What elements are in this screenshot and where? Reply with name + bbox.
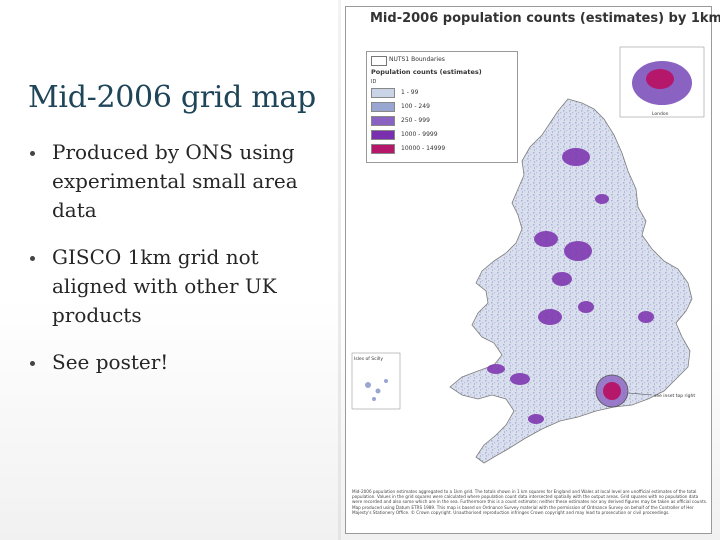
legend-label: 100 - 249: [401, 103, 430, 110]
legend-label: 1000 - 9999: [401, 131, 438, 138]
legend-label: 10000 - 14999: [401, 145, 446, 152]
nuts1-boundary-label: NUTS1 Boundaries: [389, 56, 445, 63]
isles-of-scilly-inset: Isles of Scilly: [351, 352, 401, 410]
legend-label: 1 - 99: [401, 89, 419, 96]
legend-swatch: [371, 102, 395, 112]
map-legend: NUTS1 Boundaries Population counts (esti…: [366, 51, 518, 163]
legend-row: 10000 - 14999: [371, 144, 511, 155]
legend-label: 250 - 999: [401, 117, 430, 124]
poster-title: Mid-2006 population counts (estimates) b…: [370, 11, 720, 26]
legend-swatch: [371, 144, 395, 154]
legend-row: 1 - 99: [371, 88, 511, 99]
slide-title: Mid-2006 grid map: [28, 80, 316, 115]
bullet-text: See poster!: [52, 350, 169, 374]
bullet-item: GISCO 1km grid not aligned with other UK…: [28, 243, 328, 330]
bullet-text: Produced by ONS using experimental small…: [52, 140, 298, 222]
legend-unit: ID: [371, 79, 377, 85]
see-inset-label: see inset top right: [654, 393, 695, 399]
legend-row: 100 - 249: [371, 102, 511, 113]
nuts1-boundary-swatch: [371, 56, 387, 66]
bullet-dot-icon: [30, 151, 35, 156]
bullet-dot-icon: [30, 361, 35, 366]
bullet-item: See poster!: [28, 348, 328, 377]
london-inset: London: [619, 46, 705, 118]
urban-clusters: [487, 148, 654, 424]
poster-footnote: Mid-2006 population estimates aggregated…: [352, 489, 708, 515]
london-cluster: [595, 374, 653, 408]
bullet-list: Produced by ONS using experimental small…: [28, 138, 328, 395]
legend-swatch: [371, 88, 395, 98]
legend-heading: Population counts (estimates): [371, 68, 482, 76]
bullet-text: GISCO 1km grid not aligned with other UK…: [52, 245, 277, 327]
isles-of-scilly-label: Isles of Scilly: [354, 356, 383, 362]
slide-divider: [338, 0, 341, 540]
england-wales-map: see inset top right London Isles of Scil…: [351, 46, 705, 464]
legend-swatch: [371, 130, 395, 140]
bullet-item: Produced by ONS using experimental small…: [28, 138, 328, 225]
bullet-dot-icon: [30, 256, 35, 261]
legend-row: 250 - 999: [371, 116, 511, 127]
london-inset-label: London: [652, 111, 669, 117]
legend-row: 1000 - 9999: [371, 130, 511, 141]
legend-swatch: [371, 116, 395, 126]
poster-map[interactable]: Mid-2006 population counts (estimates) b…: [345, 6, 720, 534]
